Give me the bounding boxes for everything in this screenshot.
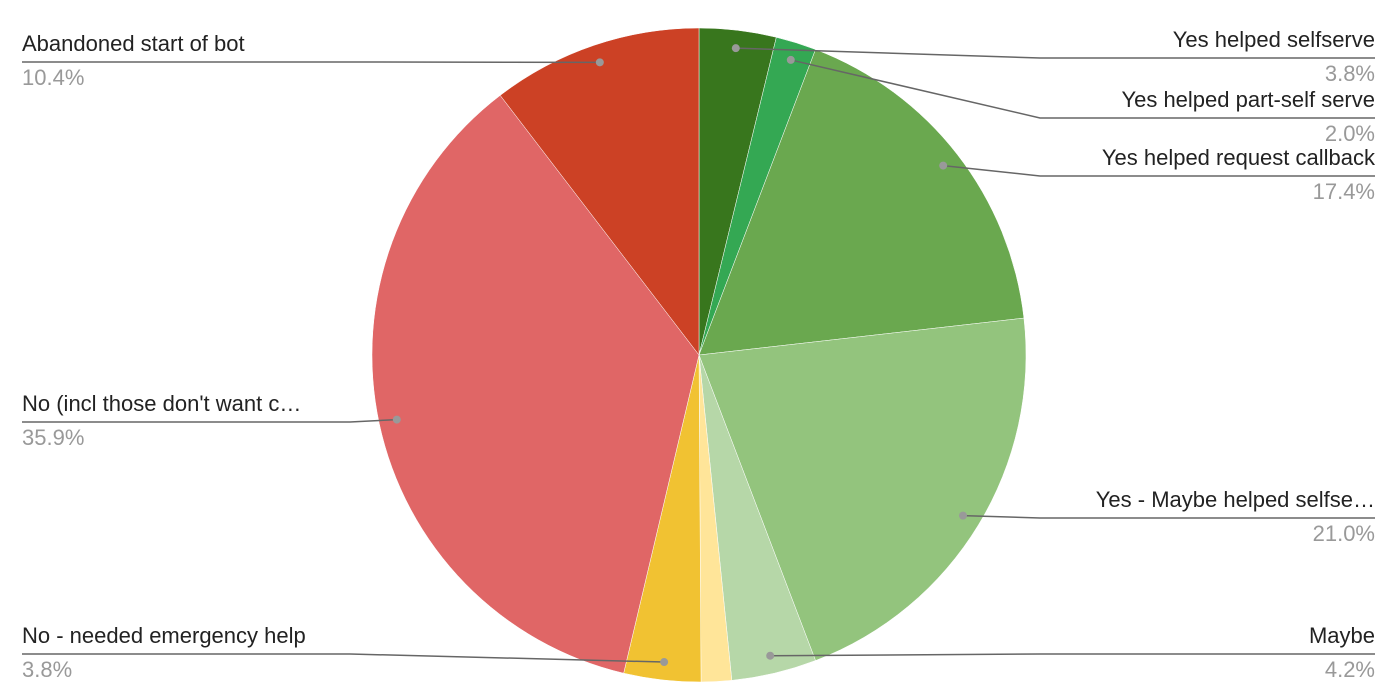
slice-value: 3.8% <box>1325 61 1375 86</box>
pie-slice <box>371 95 700 674</box>
leader-dot <box>731 44 740 53</box>
pie-slice <box>698 317 1027 661</box>
leader-dot <box>766 651 775 660</box>
slice-label: Yes - Maybe helped selfse… <box>1096 487 1375 512</box>
slice-label: Yes helped request callback <box>1102 145 1376 170</box>
leader-line <box>22 418 397 423</box>
slice-value: 3.8% <box>22 657 72 682</box>
slice-label: Yes helped part-self serve <box>1121 87 1375 112</box>
slice-label: No (incl those don't want c… <box>22 391 301 416</box>
slice-label: Abandoned start of bot <box>22 31 245 56</box>
leader-dot <box>392 415 401 424</box>
leader-line <box>22 653 665 663</box>
leader-dot <box>939 161 948 170</box>
leader-line <box>962 514 1375 519</box>
slice-value: 21.0% <box>1313 521 1375 546</box>
pie-slice <box>698 49 1025 356</box>
slice-value: 2.0% <box>1325 121 1375 146</box>
leader-line <box>770 653 1375 657</box>
pie-slice <box>499 27 700 356</box>
leader-line <box>943 164 1375 177</box>
slice-value: 10.4% <box>22 65 84 90</box>
slice-label: Maybe <box>1309 623 1375 648</box>
slice-value: 17.4% <box>1313 179 1375 204</box>
leader-dot <box>595 58 604 67</box>
slice-value: 35.9% <box>22 425 84 450</box>
leader-dot <box>660 658 669 667</box>
slice-value: 4.2% <box>1325 657 1375 682</box>
slice-label: No - needed emergency help <box>22 623 306 648</box>
leader-dot <box>786 55 795 64</box>
leader-dot <box>958 511 967 520</box>
leader-line <box>790 59 1375 119</box>
leader-line <box>735 47 1375 59</box>
slice-label: Yes helped selfserve <box>1173 27 1375 52</box>
